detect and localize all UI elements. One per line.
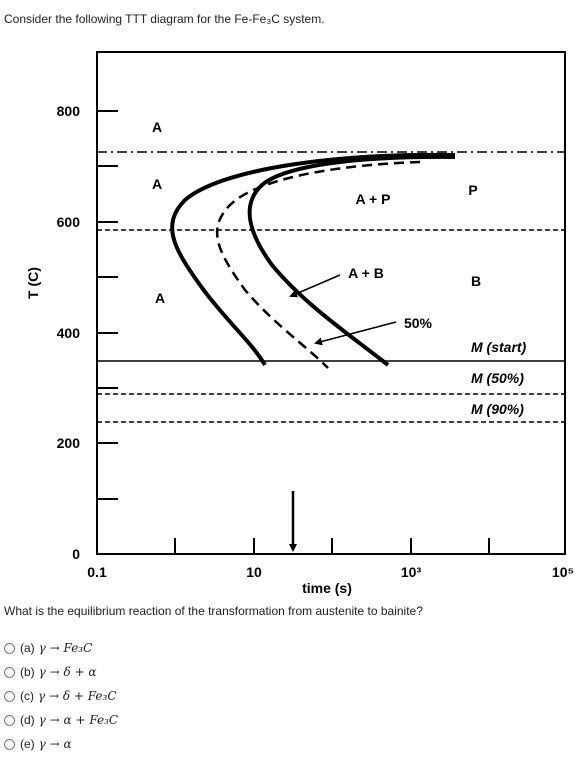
y-tick-600: 600 <box>57 214 81 230</box>
option-expression: γ → Fe₃C <box>38 641 93 655</box>
m-start-label: M (start) <box>471 339 527 355</box>
m-50-label: M (50%) <box>471 370 524 386</box>
x-axis-ticks <box>174 538 490 554</box>
y-tick-0: 0 <box>72 546 80 562</box>
option-key: (d) <box>20 713 35 727</box>
region-b: B <box>471 273 481 289</box>
option-expression: γ → δ + α <box>38 665 97 679</box>
option-key: (c) <box>20 689 34 703</box>
option-expression: γ → α + Fe₃C <box>38 713 119 727</box>
radio-button[interactable] <box>4 738 15 750</box>
radio-button[interactable] <box>4 666 15 678</box>
region-a-top: A <box>152 119 162 135</box>
region-a-plus-b: A + B <box>348 265 384 281</box>
m-90-label: M (90%) <box>471 401 524 417</box>
region-a-mid: A <box>152 176 162 192</box>
region-a-plus-p: A + P <box>356 191 391 207</box>
option-c[interactable]: (c) γ → δ + Fe₃C <box>4 684 118 708</box>
option-d[interactable]: (d) γ → α + Fe₃C <box>4 708 118 732</box>
x-tick-10-3: 10³ <box>401 564 422 580</box>
intro-text: Consider the following TTT diagram for t… <box>4 12 325 26</box>
finish-curve <box>247 154 456 367</box>
y-tick-400: 400 <box>57 325 81 341</box>
fifty-percent-label: 50% <box>404 315 433 331</box>
a-plus-b-arrow <box>289 274 341 298</box>
fifty-percent-arrow <box>314 321 397 346</box>
x-tick-0-1: 0.1 <box>87 564 107 580</box>
region-a-low: A <box>155 290 165 306</box>
start-curve <box>170 152 456 367</box>
fifty-percent-curve <box>215 160 421 369</box>
x-tick-10: 10 <box>246 564 262 580</box>
answer-options: (a) γ → Fe₃C (b) γ → δ + α (c) γ → δ + F… <box>4 636 118 756</box>
radio-button[interactable] <box>4 690 15 702</box>
option-a[interactable]: (a) γ → Fe₃C <box>4 636 118 660</box>
option-key: (e) <box>20 737 35 751</box>
option-e[interactable]: (e) γ → α <box>4 732 118 756</box>
question-text: What is the equilibrium reaction of the … <box>4 604 423 618</box>
option-key: (a) <box>20 641 35 655</box>
region-p: P <box>468 182 477 198</box>
option-expression: γ → δ + Fe₃C <box>38 689 117 703</box>
option-expression: γ → α <box>38 737 72 751</box>
option-b[interactable]: (b) γ → δ + α <box>4 660 118 684</box>
y-tick-200: 200 <box>57 435 81 451</box>
radio-button[interactable] <box>4 714 15 726</box>
y-tick-800: 800 <box>57 103 81 119</box>
plot-frame <box>96 51 566 555</box>
x-axis-label: time (s) <box>302 580 352 596</box>
option-key: (b) <box>20 665 35 679</box>
y-axis-label: T (C) <box>25 267 41 299</box>
ttt-diagram: 800 600 400 200 0 T (C) 0.1 10 10³ 10⁵ t… <box>25 51 574 596</box>
x-tick-10-5: 10⁵ <box>552 564 574 580</box>
y-axis-ticks <box>97 110 118 500</box>
radio-button[interactable] <box>4 642 15 654</box>
